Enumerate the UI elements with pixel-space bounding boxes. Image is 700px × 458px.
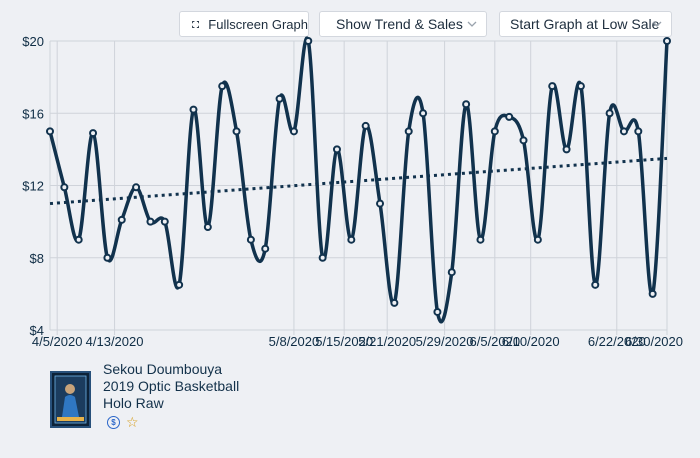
sale-point[interactable] [117,215,126,224]
sale-point[interactable] [160,217,169,226]
sale-point[interactable] [619,127,628,136]
x-tick-label: 6/30/2020 [625,334,683,349]
card-image [54,375,87,424]
x-tick-label: 6/22/2020 [588,334,646,349]
sale-point[interactable] [203,223,212,232]
start-graph-select[interactable]: Start Graph at Low Sale [499,11,672,37]
sale-point[interactable] [404,127,413,136]
sale-point[interactable] [60,183,69,192]
sale-point[interactable] [103,253,112,262]
sale-point[interactable] [318,253,327,262]
card-thumbnail[interactable] [50,371,91,428]
chevron-down-icon [652,21,662,27]
y-tick-label: $20 [22,34,44,49]
sale-point[interactable] [289,127,298,136]
x-tick-label: 6/10/2020 [502,334,560,349]
y-tick-label: $12 [22,179,44,194]
sale-points-group [46,37,671,316]
x-tick-label: 5/29/2020 [416,334,474,349]
fullscreen-graph-button[interactable]: Fullscreen Graph [179,11,309,37]
sale-point[interactable] [505,112,514,121]
sale-point[interactable] [591,280,600,289]
y-tick-label: $8 [30,251,44,266]
sale-point[interactable] [576,82,585,91]
sale-point[interactable] [261,244,270,253]
x-tick-label: 6/5/2020 [470,334,521,349]
sale-point[interactable] [390,298,399,307]
show-trend-select[interactable]: Show Trend & Sales [319,11,487,37]
sales-line [48,36,669,324]
sale-point[interactable] [218,82,227,91]
x-tick-label: 5/8/2020 [269,334,320,349]
x-tick-label: 5/15/2020 [315,334,373,349]
sale-point[interactable] [548,82,557,91]
sale-point[interactable] [332,145,341,154]
star-icon[interactable]: ☆ [126,414,139,430]
sale-point[interactable] [476,235,485,244]
sale-point[interactable] [447,268,456,277]
sale-point[interactable] [275,94,284,103]
chart-grid [49,40,668,335]
sale-point[interactable] [519,136,528,145]
dollar-icon[interactable]: $ [107,416,120,429]
chart-toolbar: Fullscreen Graph Show Trend & Sales Star… [0,11,700,39]
chevron-down-icon [467,21,477,27]
sale-point[interactable] [232,127,241,136]
fullscreen-icon [192,20,200,28]
price-line-chart: $4$8$12$16$20 4/5/2020 4/13/2020 5/8/20205… [22,34,683,349]
x-tick-label: 5/21/2020 [358,334,416,349]
sale-point[interactable] [648,289,657,298]
sale-point[interactable] [132,183,141,192]
card-set-name: 2019 Optic Basketball [103,378,240,394]
sale-point[interactable] [304,37,313,45]
sale-point[interactable] [462,100,471,109]
sale-point[interactable] [490,127,499,136]
sale-point[interactable] [433,307,442,316]
show-trend-value: Show Trend & Sales [336,16,463,32]
y-tick-label: $4 [30,323,44,338]
sale-point[interactable] [562,145,571,154]
sale-point[interactable] [533,235,542,244]
card-player-name[interactable]: Sekou Doumbouya [103,361,223,377]
card-variant: Holo Raw [103,395,164,411]
y-tick-label: $16 [22,106,44,121]
x-tick-label: 4/13/2020 [86,334,144,349]
sale-point[interactable] [146,217,155,226]
sale-point[interactable] [189,105,198,114]
sale-point[interactable] [376,199,385,208]
y-axis: $4 $8 $12 $16 $20 [22,34,44,338]
sale-point[interactable] [605,109,614,118]
sale-point[interactable] [89,129,98,138]
sale-point[interactable] [419,109,428,118]
sale-point[interactable] [634,127,643,136]
sale-point[interactable] [46,127,54,136]
card-badges: $ ☆ [107,414,139,430]
sales-line-group [48,36,669,324]
card-details: Sekou Doumbouya 2019 Optic Basketball Ho… [103,361,239,412]
sale-point[interactable] [361,121,370,130]
sale-point[interactable] [663,37,671,45]
sale-point[interactable] [175,280,184,289]
sale-point[interactable] [347,235,356,244]
fullscreen-graph-label: Fullscreen Graph [208,16,308,32]
sale-point[interactable] [74,235,83,244]
start-graph-value: Start Graph at Low Sale [510,16,660,32]
x-tick-label: 4/5/2020 [32,334,83,349]
sale-point[interactable] [246,235,255,244]
x-axis: 4/5/2020 4/13/2020 5/8/20205/15/20205/21/2… [32,334,683,349]
